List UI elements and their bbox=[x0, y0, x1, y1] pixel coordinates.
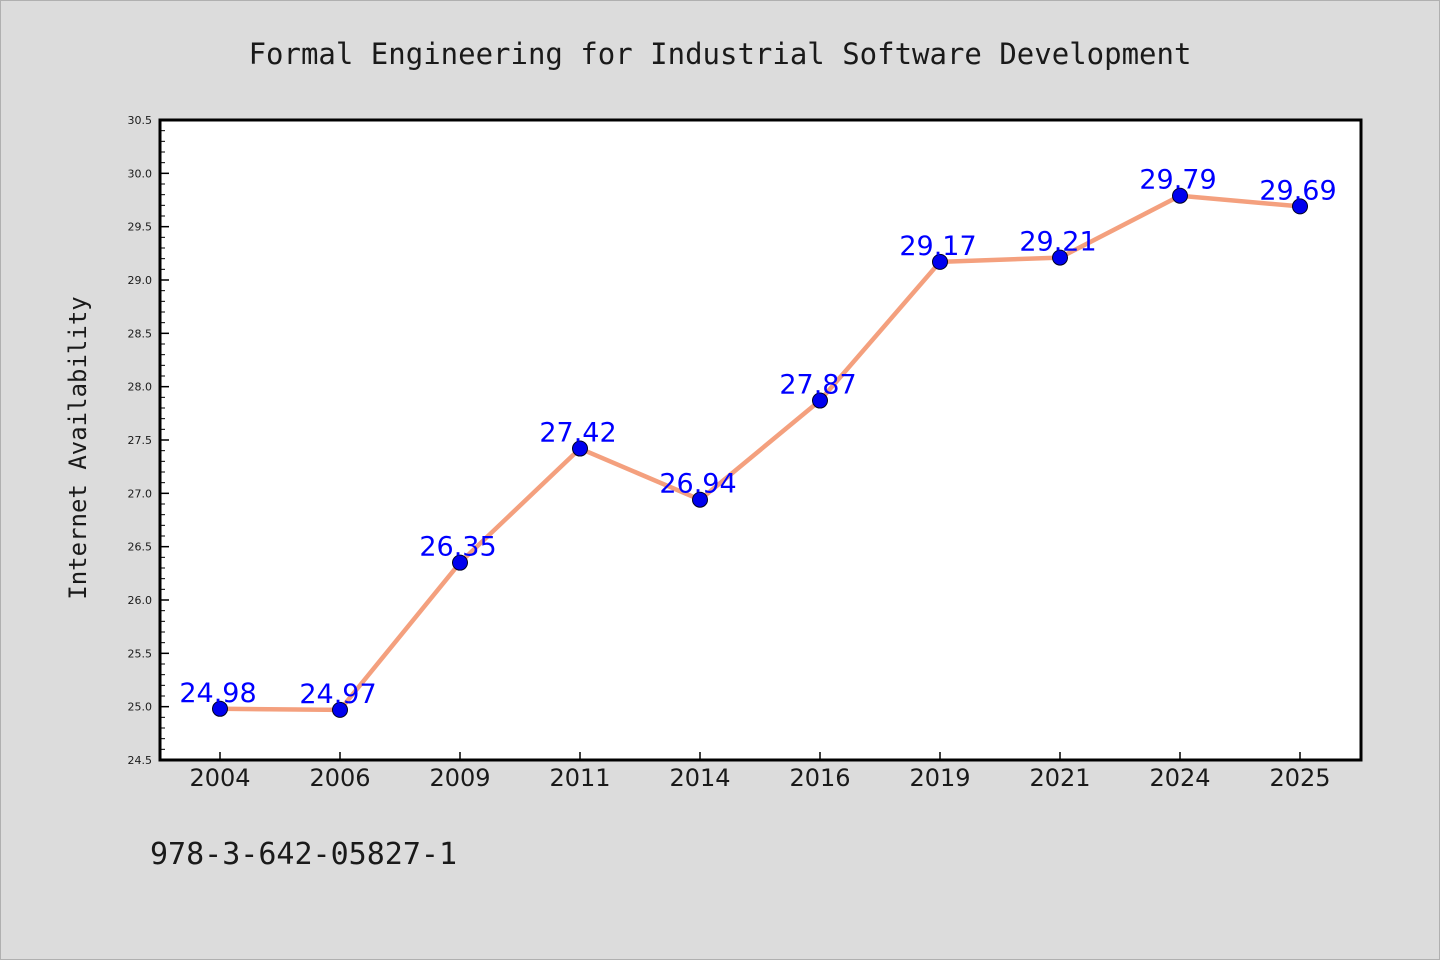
x-tick-label: 2016 bbox=[789, 764, 850, 792]
series-line bbox=[217, 193, 1303, 713]
x-tick-label: 2021 bbox=[1029, 764, 1090, 792]
y-axis-label: Internet Availability bbox=[64, 296, 92, 599]
data-point bbox=[452, 554, 468, 571]
data-point bbox=[1172, 187, 1188, 204]
data-label: 29.21 bbox=[1019, 227, 1096, 258]
data-point bbox=[1052, 249, 1068, 266]
data-label: 27.42 bbox=[539, 418, 616, 449]
y-tick-label: 28.5 bbox=[128, 327, 153, 340]
data-label: 27.87 bbox=[779, 370, 856, 401]
y-tick-label: 26.5 bbox=[128, 541, 153, 554]
x-tick-label: 2006 bbox=[309, 764, 370, 792]
data-point bbox=[572, 440, 588, 457]
x-tick-label: 2019 bbox=[909, 764, 970, 792]
y-tick-label: 29.0 bbox=[128, 274, 153, 287]
x-tick-label: 2014 bbox=[669, 764, 730, 792]
data-point bbox=[332, 701, 348, 718]
x-tick-label: 2025 bbox=[1269, 764, 1330, 792]
data-point bbox=[692, 491, 708, 508]
plot-area bbox=[160, 120, 1361, 760]
plot-frame bbox=[158, 118, 1363, 762]
data-point bbox=[932, 253, 948, 270]
isbn-annotation: 978-3-642-05827-1 bbox=[150, 837, 457, 872]
y-axis-tick-labels: 24.5 25.0 25.5 26.0 26.5 27.0 27.5 28.0 28.5 29.0… bbox=[128, 114, 153, 767]
x-tick-label: 2004 bbox=[189, 764, 250, 792]
data-point bbox=[1292, 198, 1308, 215]
data-label: 29.69 bbox=[1259, 175, 1336, 206]
y-tick-label: 24.5 bbox=[128, 754, 153, 767]
data-point bbox=[212, 700, 228, 717]
y-tick-label: 25.5 bbox=[128, 647, 153, 660]
data-markers bbox=[212, 187, 1308, 718]
data-label: 24.98 bbox=[179, 678, 256, 709]
y-tick-label: 28.0 bbox=[128, 381, 153, 394]
y-tick-label: 30.5 bbox=[128, 114, 153, 127]
data-label: 26.94 bbox=[659, 469, 736, 500]
data-label: 24.97 bbox=[299, 679, 376, 710]
x-tick-label: 2024 bbox=[1149, 764, 1210, 792]
data-label: 29.79 bbox=[1139, 165, 1216, 196]
y-tick-label: 30.0 bbox=[128, 167, 153, 180]
data-label: 29.17 bbox=[899, 231, 976, 262]
y-tick-label: 26.0 bbox=[128, 594, 153, 607]
data-labels: 24.98 24.97 26.35 27.42 26.94 27.87 29.17 29.21… bbox=[179, 165, 1336, 710]
y-tick-label: 27.0 bbox=[128, 487, 153, 500]
x-tick-label: 2011 bbox=[549, 764, 610, 792]
chart-title: Formal Engineering for Industrial Softwa… bbox=[249, 37, 1192, 71]
x-axis-tick-labels: 2004 2006 2009 2011 2014 2016 2019 2021 2024 2025 bbox=[189, 764, 1330, 792]
data-point bbox=[812, 392, 828, 409]
y-tick-label: 27.5 bbox=[128, 434, 153, 447]
data-label: 26.35 bbox=[419, 532, 496, 563]
x-tick-label: 2009 bbox=[429, 764, 490, 792]
y-tick-label: 25.0 bbox=[128, 701, 153, 714]
y-tick-label: 29.5 bbox=[128, 221, 153, 234]
